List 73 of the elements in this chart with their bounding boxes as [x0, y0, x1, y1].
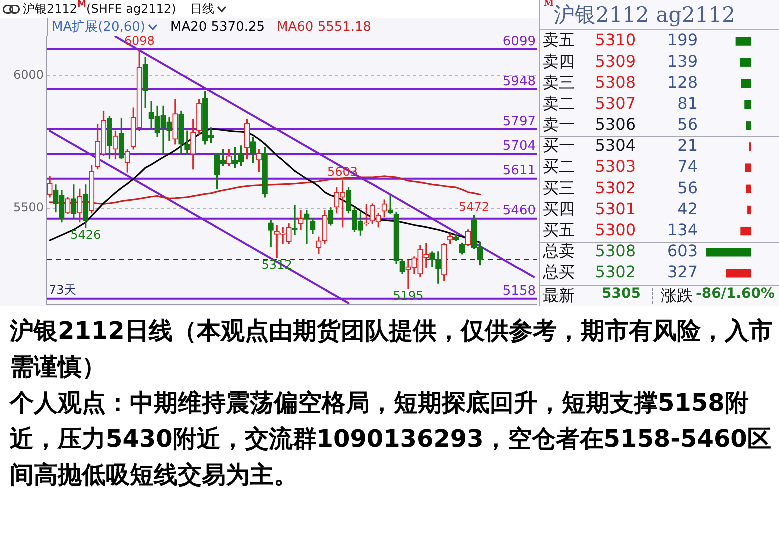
data-label: 56	[678, 115, 698, 134]
y-tick-label: 6000	[13, 68, 44, 82]
data-label: 42	[678, 199, 698, 218]
text: 最新	[543, 286, 575, 307]
ref-line-label: 5158	[502, 284, 536, 299]
y-tick-label: 买一	[543, 136, 575, 156]
y-tick-label: 卖三	[543, 72, 575, 92]
legend-title: MA扩展(20,60)	[52, 19, 146, 36]
data-label: 139	[667, 52, 698, 71]
y-tick-label: 买三	[543, 178, 575, 198]
bar	[748, 206, 751, 215]
text: 5307	[595, 94, 636, 113]
ref-line-label: 5611	[502, 164, 536, 179]
text: 5308	[595, 72, 636, 92]
y-tick-label: 卖五	[543, 30, 575, 50]
y-tick-label: 卖二	[543, 94, 575, 113]
ref-line-label: 5460	[502, 204, 536, 219]
text: 5310	[595, 30, 636, 50]
text: 5309	[595, 52, 636, 71]
y-tick-label: 总卖	[542, 242, 575, 261]
y-tick-label: 买五	[543, 220, 575, 240]
data-label: 21	[678, 136, 698, 156]
data-label: 128	[667, 72, 698, 92]
text: 5305	[602, 286, 641, 302]
text: MA60 5551.18	[277, 20, 372, 34]
text: 5300	[595, 220, 636, 240]
text: MA20 5370.25	[170, 20, 266, 34]
text: 涨跌	[661, 286, 693, 307]
chart-subtitle: 日线	[190, 0, 214, 18]
bar	[741, 79, 751, 88]
text: 个人观点：中期维持震荡偏空格局，短期探底回升，短期支撑5158附近，压力5430附近，交流群1090136293，空仓者在5158-5460区间高抛低吸短线交易为主。	[10, 388, 772, 491]
text: 5303	[595, 157, 636, 176]
bar	[745, 164, 751, 172]
text: 沪银2112日线（本观点由期货团队提供，仅供参考，期市有风险，入市需谨慎）	[10, 316, 773, 383]
y-tick-label: 卖一	[543, 115, 575, 134]
candlestick	[304, 210, 310, 244]
y-tick-label: 5500	[13, 200, 44, 214]
annotation: 6098	[124, 34, 155, 48]
annotation: 5472	[458, 200, 490, 214]
data-label: 74	[678, 157, 698, 176]
bar	[736, 37, 751, 46]
text: 5301	[595, 199, 636, 218]
ref-line-label: 5704	[502, 139, 536, 154]
y-tick-label: 买四	[543, 199, 575, 218]
data-label: 134	[667, 220, 698, 240]
data-label: 81	[678, 94, 698, 113]
bar	[740, 226, 751, 236]
annotation: 5426	[70, 228, 102, 242]
bar	[726, 269, 751, 278]
data-label: 327	[667, 262, 698, 282]
y-tick-label: 卖四	[543, 52, 575, 71]
annotation: 73天	[49, 283, 76, 298]
text: 5308	[595, 242, 636, 261]
candlestick	[292, 205, 298, 236]
ref-line-label: 5797	[502, 114, 536, 130]
text: 5306	[595, 115, 636, 134]
text: 5304	[595, 136, 636, 156]
text: 5302	[595, 178, 636, 198]
bar	[744, 100, 751, 110]
data-label: 199	[667, 30, 698, 50]
chart-title: 沪银2112$^{M}$(SHFE ag2112)	[23, 0, 176, 18]
text: -86/1.60%	[696, 286, 775, 302]
bar	[746, 122, 751, 130]
text: 5302	[595, 262, 636, 282]
bar	[746, 184, 751, 194]
ref-line-label: 6099	[502, 34, 536, 50]
ref-line-label: 5948	[502, 74, 536, 90]
data-label: 56	[678, 178, 698, 198]
y-tick-label: 买二	[543, 157, 575, 176]
bar	[740, 58, 751, 67]
y-tick-label: 总买	[542, 262, 575, 282]
data-label: 603	[667, 242, 698, 261]
bar	[706, 248, 751, 257]
